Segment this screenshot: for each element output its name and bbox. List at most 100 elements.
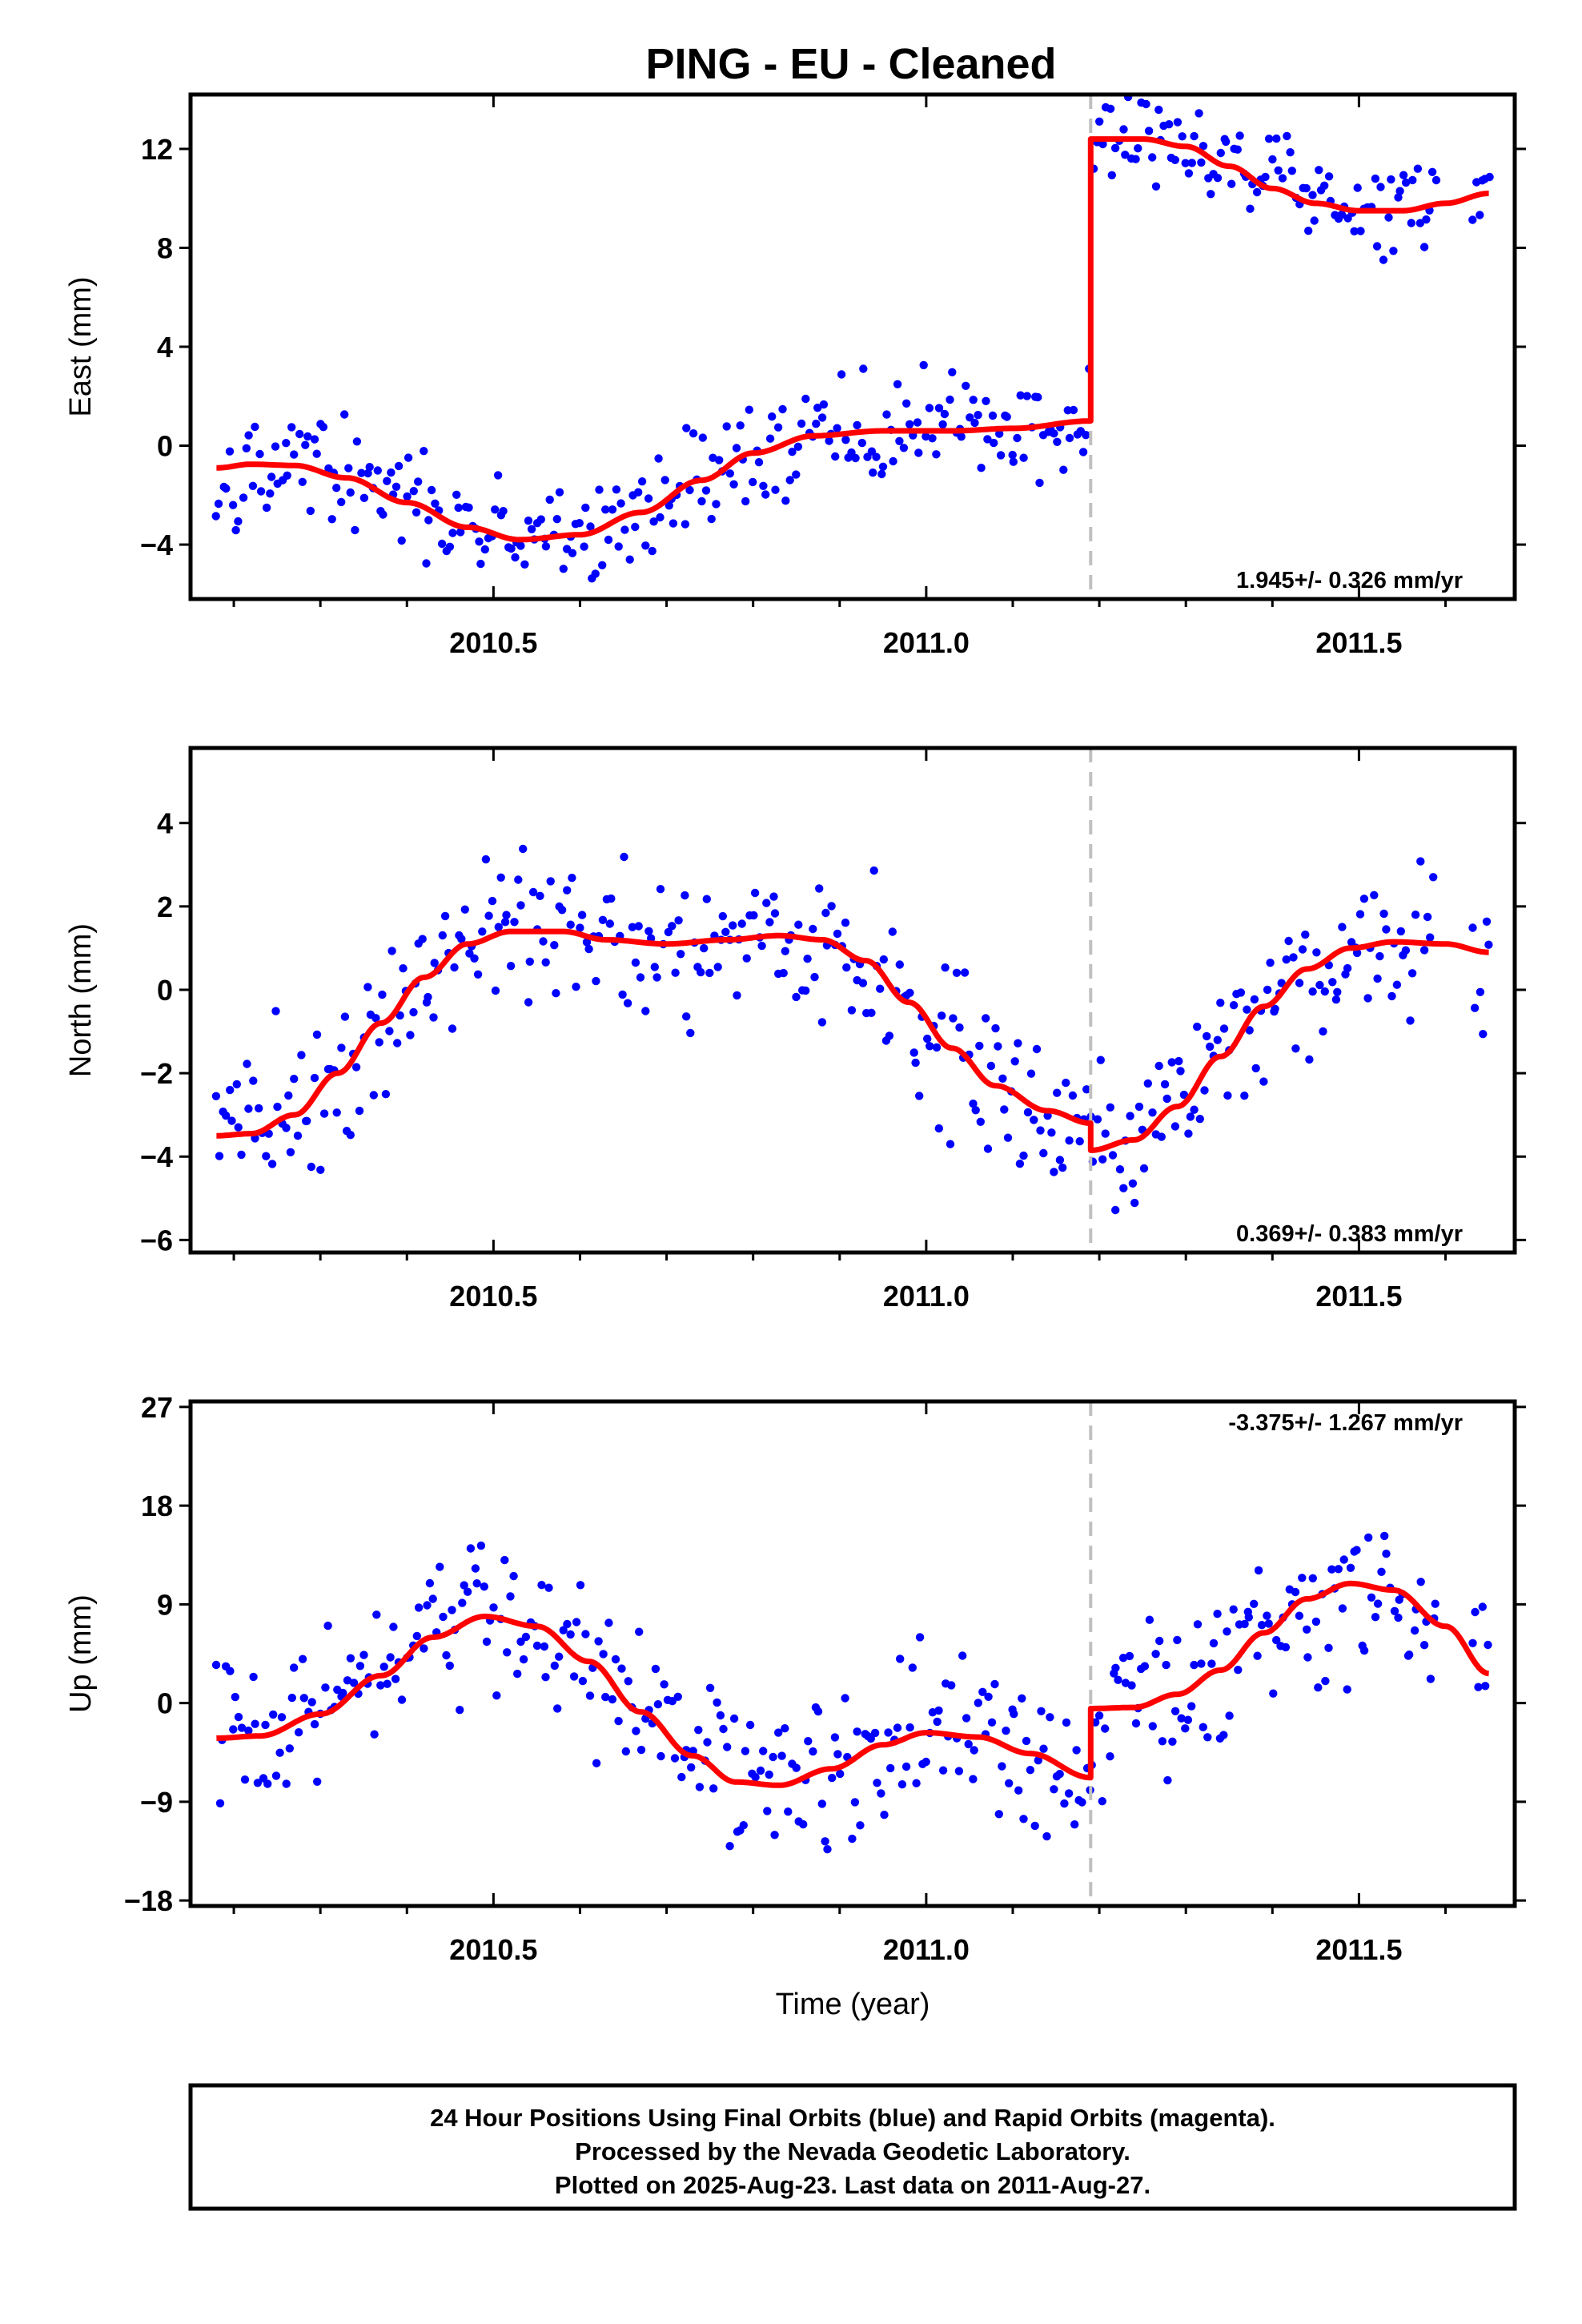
- up-data-point: [355, 1662, 365, 1671]
- north-data-point: [541, 958, 550, 967]
- north-data-point: [516, 901, 525, 910]
- up-data-point: [1343, 1685, 1351, 1694]
- east-data-point: [759, 481, 768, 490]
- east-data-point: [397, 536, 406, 545]
- east-data-point: [266, 489, 275, 498]
- east-data-point: [957, 432, 966, 441]
- up-x-tick-label: 2011.5: [1315, 1933, 1402, 1966]
- up-data-point: [741, 1747, 750, 1755]
- up-data-point: [476, 1541, 486, 1550]
- east-data-point: [902, 399, 911, 408]
- up-data-point: [1072, 1746, 1081, 1755]
- east-data-point: [825, 436, 833, 445]
- east-data-point: [1197, 158, 1206, 167]
- up-data-point: [1209, 1638, 1219, 1648]
- up-data-point: [1181, 1724, 1190, 1733]
- east-data-point: [363, 468, 372, 478]
- up-data-point: [695, 1783, 705, 1791]
- up-data-point: [624, 1677, 632, 1686]
- up-data-point: [1039, 1744, 1048, 1753]
- east-data-point: [475, 537, 484, 546]
- east-data-point: [966, 413, 974, 422]
- north-data-point: [1291, 1044, 1300, 1053]
- north-data-point: [557, 906, 567, 915]
- north-data-point: [876, 984, 885, 993]
- up-data-point: [1094, 1711, 1104, 1720]
- north-data-point: [351, 1063, 361, 1072]
- east-data-point: [1065, 433, 1074, 443]
- east-data-point: [697, 497, 706, 506]
- north-data-point: [677, 950, 685, 959]
- north-data-point: [1096, 1055, 1106, 1064]
- north-data-point: [817, 1018, 827, 1027]
- up-data-point: [915, 1633, 925, 1642]
- up-data-point: [1419, 1641, 1429, 1650]
- up-data-point: [987, 1718, 997, 1727]
- up-data-point: [1125, 1651, 1134, 1661]
- up-data-point: [770, 1831, 779, 1839]
- up-data-point: [833, 1750, 842, 1759]
- north-data-point: [211, 1092, 221, 1101]
- up-data-point: [275, 1748, 284, 1757]
- up-data-point: [611, 1655, 620, 1664]
- east-data-point: [351, 525, 359, 535]
- north-data-point: [656, 885, 665, 894]
- north-data-point: [1484, 940, 1493, 949]
- north-y-tick-labels: −6 −4 −2 0 2 4: [140, 807, 173, 1257]
- up-data-point: [541, 1673, 550, 1682]
- north-data-point: [681, 891, 689, 900]
- up-data-point: [343, 1676, 352, 1685]
- east-data-point: [1207, 190, 1215, 199]
- east-x-tick-labels: 2010.5 2011.0 2011.5: [449, 626, 1402, 659]
- up-data-point: [1106, 1752, 1114, 1761]
- east-y-tick-label: 0: [157, 430, 173, 463]
- north-data-point: [255, 1104, 263, 1113]
- up-data-point: [420, 1644, 428, 1653]
- east-data-point: [344, 464, 353, 472]
- north-data-point: [1148, 1108, 1157, 1117]
- east-data-point: [595, 485, 604, 494]
- up-data-point: [621, 1747, 630, 1756]
- north-data-point: [803, 955, 812, 963]
- north-data-point: [794, 920, 803, 929]
- north-data-point: [1203, 1031, 1211, 1041]
- north-data-point: [915, 1092, 924, 1100]
- east-data-point: [352, 437, 362, 446]
- north-data-point: [1139, 1164, 1149, 1173]
- east-data-point: [925, 404, 934, 412]
- north-data-point: [1055, 1156, 1065, 1164]
- east-data-point: [928, 434, 937, 443]
- east-data-point: [785, 476, 794, 485]
- up-data-point: [1030, 1821, 1039, 1831]
- north-data-point: [491, 986, 500, 995]
- up-data-point: [1478, 1602, 1488, 1611]
- north-data-point: [888, 927, 897, 936]
- up-data-point: [635, 1627, 644, 1636]
- north-data-point: [636, 973, 645, 982]
- north-data-point: [502, 911, 511, 919]
- east-data-point: [1227, 179, 1236, 188]
- up-data-point: [277, 1713, 287, 1722]
- north-data-point: [1468, 923, 1477, 932]
- east-data-point: [899, 444, 909, 452]
- up-data-point: [877, 1789, 885, 1798]
- east-data-point: [427, 485, 436, 495]
- east-data-point: [1476, 211, 1484, 219]
- up-data-point: [769, 1752, 777, 1762]
- north-data-point: [1036, 1126, 1045, 1135]
- east-data-points: [211, 92, 1494, 583]
- north-data-point: [1392, 980, 1402, 989]
- up-data-point: [1062, 1718, 1071, 1727]
- east-data-point: [424, 516, 433, 525]
- up-data-point: [668, 1697, 677, 1706]
- up-data-point: [544, 1583, 553, 1592]
- north-data-point: [406, 1031, 415, 1039]
- up-data-point: [836, 1769, 845, 1779]
- north-data-point: [634, 922, 643, 931]
- north-data-point: [969, 1100, 978, 1108]
- east-data-point: [1286, 148, 1295, 157]
- east-data-point: [932, 450, 941, 459]
- north-data-point: [1190, 1105, 1199, 1114]
- north-data-point: [293, 1132, 303, 1140]
